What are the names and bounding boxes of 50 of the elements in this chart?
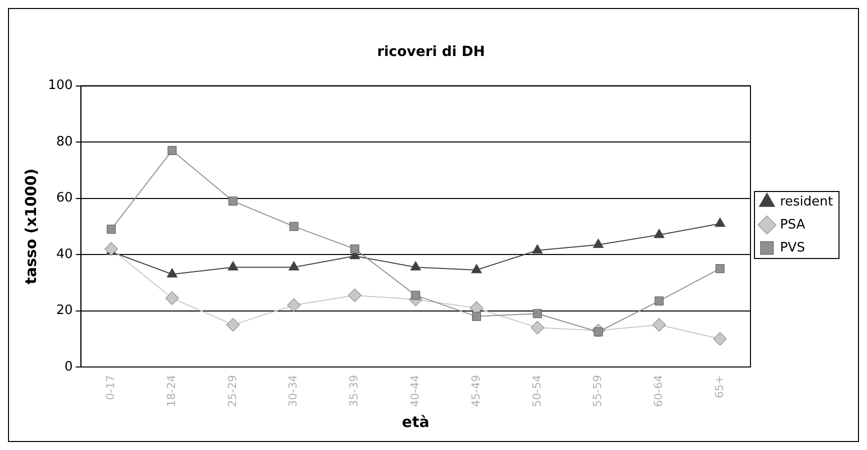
point [165, 291, 179, 305]
point [530, 320, 544, 334]
point [228, 260, 238, 270]
y-tick-label: 60 [56, 190, 73, 206]
y-tick-label: 40 [56, 246, 73, 262]
point [288, 260, 300, 270]
x-axis-title: età [402, 412, 430, 431]
y-tick-label: 100 [48, 78, 73, 94]
point [410, 260, 422, 270]
point [714, 217, 726, 227]
point [287, 298, 301, 312]
x-tick-label: 45-49 [469, 375, 482, 408]
x-tick-label: 25-29 [226, 375, 239, 408]
point [713, 332, 727, 346]
point [106, 224, 116, 234]
x-tick-label: 60-64 [652, 375, 666, 408]
point [592, 238, 604, 248]
point [411, 290, 420, 300]
x-tick-label: 0-17 [104, 375, 118, 400]
x-tick-label: 50-54 [530, 375, 544, 408]
point [226, 318, 240, 332]
chart-title: ricoveri di DH [377, 44, 485, 60]
y-tick-label: 80 [56, 134, 73, 150]
point [289, 222, 298, 231]
x-tick-label: 40-44 [408, 375, 422, 408]
point [104, 242, 118, 256]
point [348, 288, 362, 302]
point [350, 244, 360, 254]
legend-label: resident [780, 194, 834, 210]
point [532, 244, 543, 254]
x-tick-label: 55-59 [591, 375, 604, 408]
y-tick-label: 20 [56, 303, 73, 318]
point [716, 264, 725, 274]
x-tick-label: 65+ [712, 375, 726, 398]
x-tick-label: 30-34 [286, 375, 300, 408]
y-axis-title: tasso (x1000) [22, 168, 40, 284]
x-tick-label: 35-39 [348, 375, 361, 408]
point [168, 146, 177, 155]
point [166, 268, 178, 278]
x-tick-label: 18-24 [164, 375, 178, 408]
legend-label: PSA [780, 217, 806, 232]
point [654, 296, 664, 306]
point [654, 228, 665, 238]
point [532, 309, 542, 318]
point [228, 196, 238, 206]
point [471, 264, 482, 274]
legend-label: PVS [780, 240, 805, 256]
point [472, 312, 482, 321]
point [652, 318, 666, 332]
y-tick-label: 0 [64, 359, 73, 374]
